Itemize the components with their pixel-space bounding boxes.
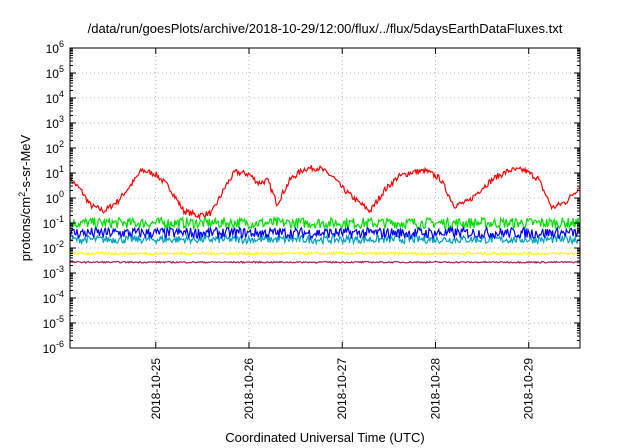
series-line bbox=[69, 164, 581, 221]
y-tick-exponent: 3 bbox=[59, 114, 64, 124]
y-tick-exponent: -6 bbox=[56, 339, 64, 349]
y-tick-exponent: 0 bbox=[59, 189, 64, 199]
series-group bbox=[69, 164, 581, 264]
x-tick-label: 2018-10-26 bbox=[242, 358, 256, 420]
y-tick-exponent: -3 bbox=[56, 264, 64, 274]
x-axis-label: Coordinated Universal Time (UTC) bbox=[225, 430, 424, 445]
series-line bbox=[69, 260, 581, 264]
grid bbox=[70, 48, 580, 348]
x-tick-label: 2018-10-25 bbox=[149, 358, 163, 420]
y-axis-label: protons/cm2-s-sr-MeV bbox=[17, 134, 33, 261]
x-axis: 2018-10-25 2018-10-26 2018-10-27 2018-10-28… bbox=[149, 48, 536, 419]
x-tick-label: 2018-10-29 bbox=[522, 358, 536, 420]
y-tick-exponent: -5 bbox=[56, 314, 64, 324]
series-line bbox=[69, 250, 581, 257]
y-tick-base: 10 bbox=[43, 342, 57, 356]
y-tick-label: 10-2 bbox=[43, 239, 64, 256]
y-tick-base: 10 bbox=[43, 292, 57, 306]
y-tick-label: 10-4 bbox=[43, 289, 64, 306]
y-axis-label-prefix: protons/cm bbox=[18, 197, 33, 261]
series-line bbox=[69, 225, 581, 241]
y-tick-base: 10 bbox=[43, 242, 57, 256]
y-tick-label: 104 bbox=[46, 89, 64, 106]
y-tick-base: 10 bbox=[46, 142, 60, 156]
y-tick-base: 10 bbox=[46, 67, 60, 81]
y-tick-label: 103 bbox=[46, 114, 64, 131]
y-tick-label: 102 bbox=[46, 139, 64, 156]
y-tick-label: 105 bbox=[46, 64, 64, 81]
y-tick-base: 10 bbox=[43, 267, 57, 281]
y-tick-base: 10 bbox=[43, 217, 57, 231]
y-axis: 10-610-510-410-310-210-11001011021031041… bbox=[43, 39, 580, 356]
y-tick-exponent: 2 bbox=[59, 139, 64, 149]
y-tick-label: 100 bbox=[46, 189, 64, 206]
y-tick-base: 10 bbox=[46, 42, 60, 56]
x-tick-label: 2018-10-27 bbox=[335, 358, 349, 420]
y-tick-label: 10-6 bbox=[43, 339, 64, 356]
y-tick-exponent: -1 bbox=[56, 214, 64, 224]
y-tick-exponent: 1 bbox=[59, 164, 64, 174]
y-tick-exponent: 5 bbox=[59, 64, 64, 74]
y-tick-label: 10-1 bbox=[43, 214, 64, 231]
y-axis-label-sup: 2 bbox=[17, 192, 27, 197]
y-tick-base: 10 bbox=[43, 317, 57, 331]
series-line bbox=[69, 215, 581, 231]
y-tick-base: 10 bbox=[46, 117, 60, 131]
y-tick-exponent: 6 bbox=[59, 39, 64, 49]
y-tick-exponent: -4 bbox=[56, 289, 64, 299]
y-tick-label: 10-3 bbox=[43, 264, 64, 281]
chart-title: /data/run/goesPlots/archive/2018-10-29/1… bbox=[88, 21, 563, 36]
y-tick-label: 101 bbox=[46, 164, 64, 181]
y-tick-exponent: 4 bbox=[59, 89, 64, 99]
y-tick-exponent: -2 bbox=[56, 239, 64, 249]
y-tick-base: 10 bbox=[46, 92, 60, 106]
y-tick-base: 10 bbox=[46, 167, 60, 181]
y-tick-label: 10-5 bbox=[43, 314, 64, 331]
y-tick-label: 106 bbox=[46, 39, 64, 56]
y-axis-label-suffix: -s-sr-MeV bbox=[18, 134, 33, 191]
x-tick-label: 2018-10-28 bbox=[428, 358, 442, 420]
y-tick-base: 10 bbox=[46, 192, 60, 206]
